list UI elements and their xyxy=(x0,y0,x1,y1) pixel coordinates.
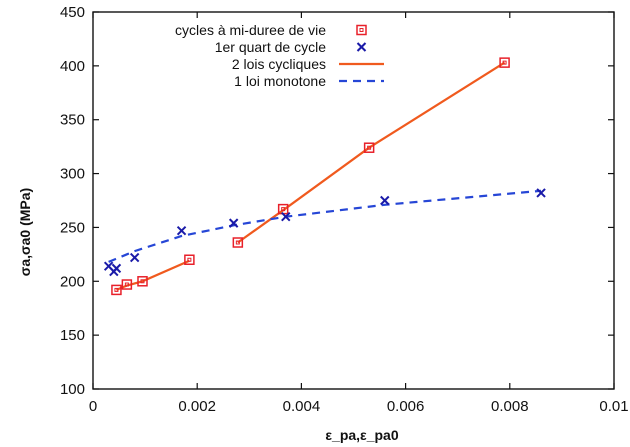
marker-stroke xyxy=(281,211,291,222)
data-point-cross xyxy=(281,211,291,222)
monotone-curve xyxy=(108,189,542,263)
axes: 0 0.002 0.004 0.006 0.008 0.01 100 150 200 250 300… xyxy=(60,4,629,415)
marker-stroke xyxy=(103,261,114,271)
marker-stroke xyxy=(536,188,546,198)
data-point-square xyxy=(137,276,148,287)
data-point-square xyxy=(111,284,122,296)
data-point-cross xyxy=(228,218,239,228)
data-point-square-inner xyxy=(502,60,507,65)
data-point-square-inner xyxy=(235,240,240,245)
data-point-square xyxy=(232,237,244,248)
marker-stroke xyxy=(380,195,390,206)
legend-swatch-square xyxy=(356,24,367,36)
marker-stroke xyxy=(228,218,239,228)
marker-stroke xyxy=(129,252,140,263)
data-point-square-inner xyxy=(281,207,286,212)
x-tick-label: 0.002 xyxy=(178,398,216,415)
data-point-square xyxy=(184,254,195,265)
y-tick-label: 400 xyxy=(60,58,85,75)
y-tick-label: 350 xyxy=(60,112,85,129)
y-tick-label: 200 xyxy=(60,273,85,290)
series-markers xyxy=(103,57,546,296)
data-point-cross xyxy=(176,225,187,236)
x-axis-label: ε_pa,ε_pa0 xyxy=(325,427,398,443)
plot-frame xyxy=(92,11,615,390)
y-tick-label: 300 xyxy=(60,166,85,183)
data-point-square-inner xyxy=(187,257,192,262)
marker-stroke xyxy=(176,225,187,236)
y-tick-label: 250 xyxy=(60,219,85,236)
data-point-square xyxy=(121,279,133,290)
x-tick-label: 0.01 xyxy=(599,398,628,415)
marker-stroke xyxy=(356,42,367,52)
data-point-square-inner xyxy=(140,279,145,284)
marker-stroke xyxy=(111,263,122,274)
legend-label: 2 lois cycliques xyxy=(232,56,326,72)
data-point-cross xyxy=(380,195,390,206)
data-point-cross xyxy=(129,252,140,263)
data-point-square-inner xyxy=(124,282,129,287)
x-tick-label: 0 xyxy=(89,398,97,415)
data-point-square xyxy=(363,142,375,153)
series-lines xyxy=(108,61,542,291)
legend-label: 1er quart de cycle xyxy=(215,39,326,55)
y-axis-label: σa,σa0 (MPa) xyxy=(17,188,33,276)
y-tick-label: 450 xyxy=(60,4,85,21)
legend-label: cycles à mi-duree de vie xyxy=(175,22,326,38)
legend-swatch-square-inner xyxy=(359,28,364,32)
y-tick-label: 100 xyxy=(60,381,85,398)
data-point-square-inner xyxy=(367,145,372,150)
data-point-square-inner xyxy=(114,287,119,292)
data-point-cross xyxy=(536,188,546,198)
y-tick-label: 150 xyxy=(60,327,85,344)
data-point-cross xyxy=(111,263,122,274)
x-tick-label: 0.004 xyxy=(283,398,321,415)
data-point-square xyxy=(499,57,510,68)
legend-label: 1 loi monotone xyxy=(234,73,326,89)
legend-swatch-cross xyxy=(356,42,367,52)
x-tick-label: 0.008 xyxy=(491,398,529,415)
cyclic-curve xyxy=(237,61,506,244)
x-tick-label: 0.006 xyxy=(387,398,425,415)
